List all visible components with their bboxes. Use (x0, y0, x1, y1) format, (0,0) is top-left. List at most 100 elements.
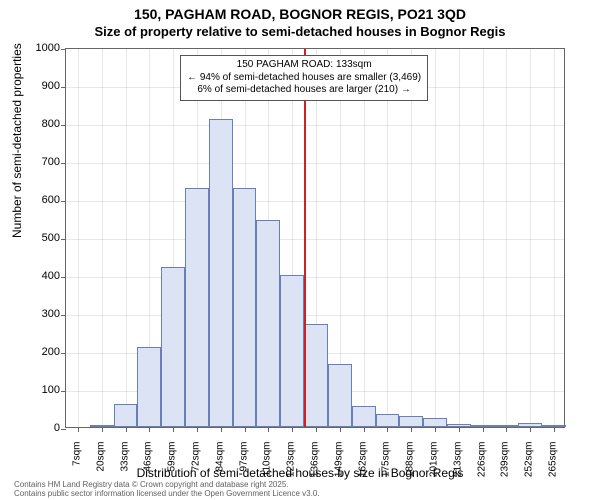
xtick-label: 59sqm (167, 442, 178, 492)
histogram-bar (114, 404, 138, 427)
histogram-bar (447, 424, 471, 427)
ytick-mark (61, 201, 66, 202)
xtick-label: 201sqm (429, 442, 440, 492)
ytick-label: 300 (10, 308, 60, 320)
ytick-mark (61, 429, 66, 430)
ytick-label: 1000 (10, 42, 60, 54)
gridline-h (66, 163, 564, 164)
xtick-label: 72sqm (190, 442, 201, 492)
xtick-label: 97sqm (238, 442, 249, 492)
chart-container: 150, PAGHAM ROAD, BOGNOR REGIS, PO21 3QD… (0, 0, 600, 500)
xtick-label: 213sqm (452, 442, 463, 492)
ytick-label: 500 (10, 232, 60, 244)
gridline-v (530, 49, 531, 427)
y-axis-label: Number of semi-detached properties (10, 43, 24, 238)
gridline-v (411, 49, 412, 427)
ytick-mark (61, 125, 66, 126)
gridline-h (66, 239, 564, 240)
xtick-label: 84sqm (214, 442, 225, 492)
histogram-bar (471, 425, 495, 427)
ytick-mark (61, 87, 66, 88)
histogram-bar (137, 347, 161, 427)
annotation-box: 150 PAGHAM ROAD: 133sqm ← 94% of semi-de… (180, 55, 428, 101)
xtick-label: 149sqm (333, 442, 344, 492)
gridline-v (102, 49, 103, 427)
xtick-mark (340, 427, 341, 432)
histogram-bar (161, 267, 185, 427)
histogram-bar (328, 364, 352, 427)
gridline-h (66, 125, 564, 126)
annotation-line2: ← 94% of semi-detached houses are smalle… (187, 72, 421, 85)
xtick-label: 46sqm (143, 442, 154, 492)
xtick-label: 20sqm (95, 442, 106, 492)
xtick-mark (387, 427, 388, 432)
xtick-mark (554, 427, 555, 432)
xtick-label: 226sqm (476, 442, 487, 492)
histogram-bar (542, 425, 566, 427)
ytick-label: 900 (10, 80, 60, 92)
ytick-label: 0 (10, 422, 60, 434)
annotation-line3: 6% of semi-detached houses are larger (2… (187, 84, 421, 97)
xtick-label: 33sqm (119, 442, 130, 492)
xtick-mark (506, 427, 507, 432)
ytick-mark (61, 49, 66, 50)
xtick-mark (245, 427, 246, 432)
xtick-mark (149, 427, 150, 432)
gridline-h (66, 277, 564, 278)
xtick-mark (221, 427, 222, 432)
ytick-mark (61, 239, 66, 240)
xtick-mark (316, 427, 317, 432)
annotation-line1: 150 PAGHAM ROAD: 133sqm (187, 59, 421, 72)
histogram-bar (304, 324, 328, 427)
histogram-bar (376, 414, 400, 427)
gridline-h (66, 315, 564, 316)
xtick-mark (483, 427, 484, 432)
xtick-label: 7sqm (71, 442, 82, 492)
xtick-mark (435, 427, 436, 432)
gridline-v (459, 49, 460, 427)
xtick-mark (292, 427, 293, 432)
xtick-label: 110sqm (262, 442, 273, 492)
gridline-h (66, 201, 564, 202)
ytick-mark (61, 163, 66, 164)
ytick-mark (61, 353, 66, 354)
xtick-mark (78, 427, 79, 432)
histogram-bar (280, 275, 304, 427)
marker-line (304, 49, 306, 427)
xtick-mark (173, 427, 174, 432)
histogram-bar (90, 425, 114, 427)
xtick-label: 239sqm (500, 442, 511, 492)
xtick-label: 175sqm (381, 442, 392, 492)
gridline-v (364, 49, 365, 427)
xtick-mark (197, 427, 198, 432)
chart-title-main: 150, PAGHAM ROAD, BOGNOR REGIS, PO21 3QD (0, 6, 600, 22)
xtick-label: 265sqm (548, 442, 559, 492)
ytick-label: 700 (10, 156, 60, 168)
xtick-mark (102, 427, 103, 432)
xtick-label: 162sqm (357, 442, 368, 492)
plot-area: 150 PAGHAM ROAD: 133sqm ← 94% of semi-de… (65, 48, 565, 428)
gridline-v (506, 49, 507, 427)
ytick-mark (61, 391, 66, 392)
xtick-label: 252sqm (524, 442, 535, 492)
xtick-label: 136sqm (310, 442, 321, 492)
xtick-mark (530, 427, 531, 432)
gridline-v (126, 49, 127, 427)
ytick-label: 400 (10, 270, 60, 282)
gridline-v (78, 49, 79, 427)
xtick-mark (268, 427, 269, 432)
xtick-label: 188sqm (405, 442, 416, 492)
ytick-label: 800 (10, 118, 60, 130)
histogram-bar (399, 416, 423, 427)
ytick-label: 600 (10, 194, 60, 206)
ytick-mark (61, 315, 66, 316)
gridline-v (483, 49, 484, 427)
ytick-mark (61, 277, 66, 278)
histogram-bar (518, 423, 542, 427)
histogram-bar (209, 119, 233, 427)
histogram-bar (233, 188, 257, 427)
ytick-label: 100 (10, 384, 60, 396)
histogram-bar (256, 220, 280, 427)
xtick-mark (126, 427, 127, 432)
xtick-mark (411, 427, 412, 432)
